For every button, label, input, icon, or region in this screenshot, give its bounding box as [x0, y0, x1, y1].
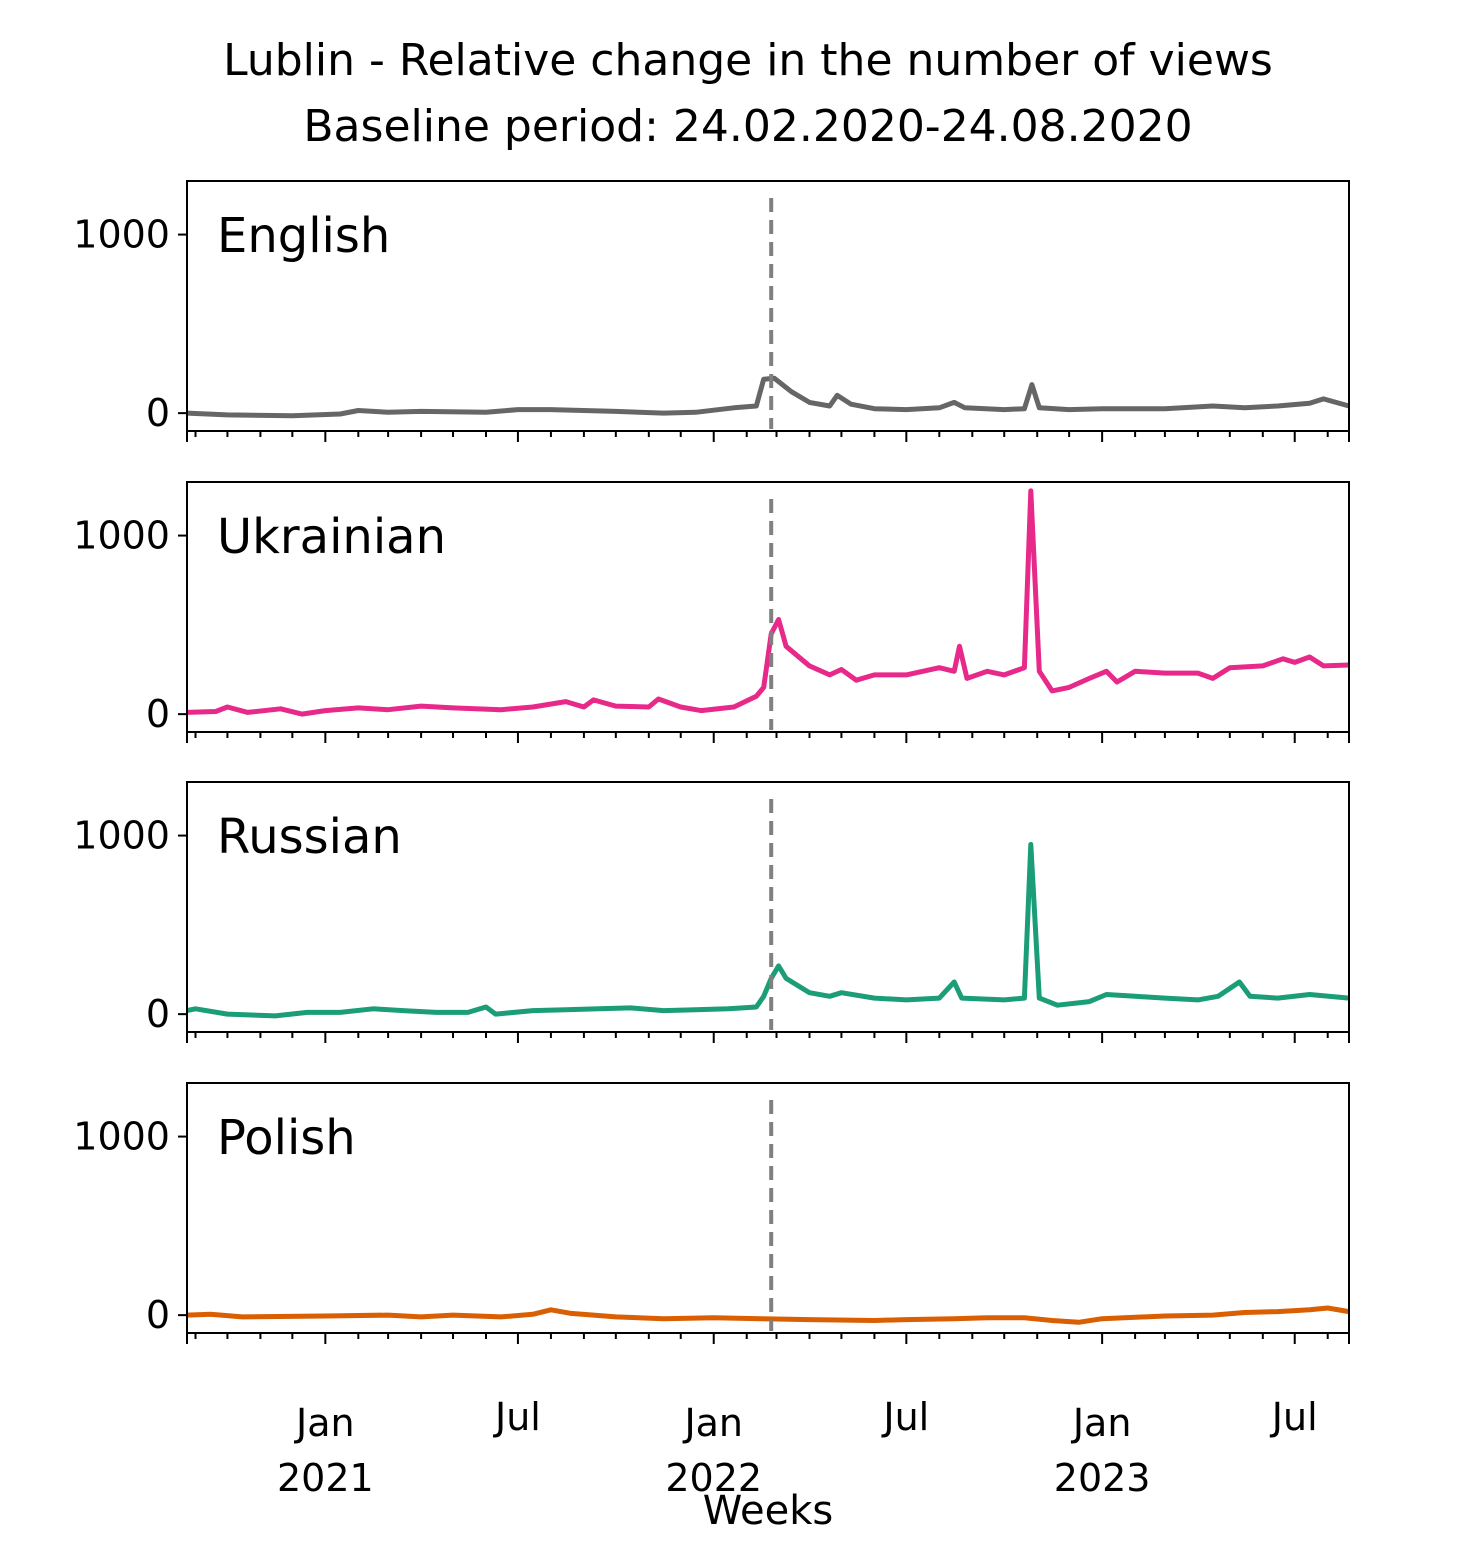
y-tick-label: 1000: [73, 514, 170, 558]
panel-russian: 0 1000 Russian: [73, 781, 1350, 1043]
panel-label-russian: Russian: [217, 809, 402, 865]
panel-polish: 0 1000 Polish Jan 2021 Jul Jan 2022 Jul Jan 2023 Ju…: [73, 1082, 1350, 1500]
chart-panels: 0 1000 English 0 1000 Ukrainian 0 1000 Russian 0 1…: [73, 180, 1350, 1500]
y-tick-label: 1000: [73, 1115, 170, 1159]
x-tick-year-label: 2021: [277, 1456, 374, 1500]
x-axis-label: Weeks: [703, 1488, 833, 1534]
x-tick-year-label: 2022: [665, 1456, 762, 1500]
panel-english: 0 1000 English: [73, 180, 1350, 442]
y-tick-label: 1000: [73, 213, 170, 257]
x-tick-label: Jul: [881, 1395, 929, 1439]
panel-label-english: English: [217, 208, 390, 264]
y-tick-label: 0: [146, 692, 170, 736]
x-tick-label: Jan: [294, 1401, 355, 1445]
axes-frame: [186, 180, 1350, 432]
panel-ukrainian: 0 1000 Ukrainian: [73, 481, 1350, 743]
x-tick-label: Jul: [493, 1395, 541, 1439]
axes-frame: [186, 1082, 1350, 1334]
x-tick-label: Jan: [1071, 1401, 1132, 1445]
series-line-polish: [186, 1305, 1350, 1325]
y-tick-label: 0: [146, 1293, 170, 1337]
series-line-english: [186, 375, 1350, 419]
chart-title-line2: Baseline period: 24.02.2020-24.08.2020: [303, 101, 1192, 152]
y-tick-label: 1000: [73, 814, 170, 858]
panel-label-ukrainian: Ukrainian: [217, 509, 446, 565]
axes-frame: [186, 781, 1350, 1033]
series-line-ukrainian: [186, 488, 1350, 717]
x-tick-label: Jan: [682, 1401, 743, 1445]
x-tick-label: Jul: [1270, 1395, 1318, 1439]
y-tick-label: 0: [146, 391, 170, 435]
chart-title-line1: Lublin - Relative change in the number o…: [223, 35, 1273, 86]
axes-frame: [186, 481, 1350, 733]
panel-label-polish: Polish: [217, 1110, 356, 1166]
y-tick-label: 0: [146, 992, 170, 1036]
series-line-russian: [186, 842, 1350, 1019]
x-tick-year-label: 2023: [1054, 1456, 1151, 1500]
